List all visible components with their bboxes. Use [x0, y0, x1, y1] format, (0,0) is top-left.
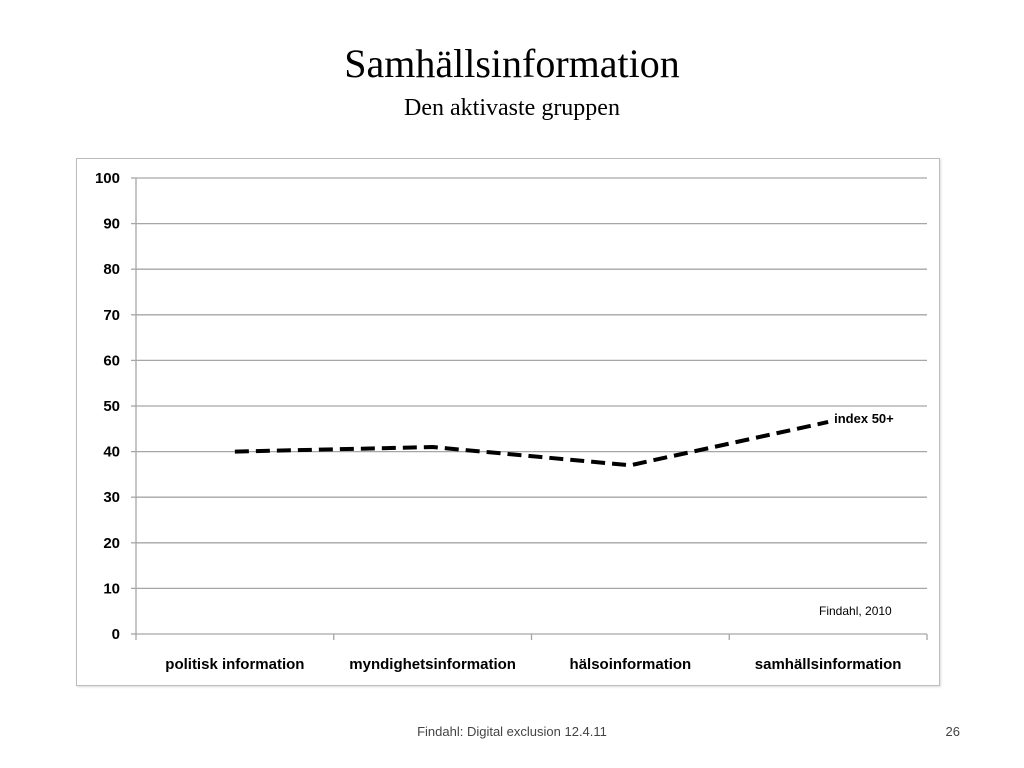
y-tick-label: 100 [95, 170, 120, 187]
series-label: index 50+ [834, 411, 894, 426]
x-category-label: myndighetsinformation [349, 656, 516, 673]
x-category-label: hälsoinformation [570, 656, 692, 673]
slide-title: Samhällsinformation [344, 41, 680, 86]
series-lines: index 50+ [234, 411, 894, 468]
y-tick-label: 60 [103, 352, 120, 369]
series-line [234, 420, 829, 468]
y-tick-label: 90 [103, 216, 120, 233]
x-category-label: politisk information [165, 656, 304, 673]
chart-container: 0 10 20 30 40 50 60 70 80 90 100 politisk informat… [76, 158, 940, 686]
y-tick-label: 40 [103, 444, 120, 461]
line-chart: 0 10 20 30 40 50 60 70 80 90 100 politisk informat… [95, 170, 928, 673]
footer-text: Findahl: Digital exclusion 12.4.11 [417, 724, 607, 739]
page-number: 26 [945, 724, 960, 739]
x-axis-categories: politisk information myndighetsinformatio… [135, 634, 928, 673]
y-tick-label: 80 [103, 261, 120, 278]
y-tick-label: 30 [103, 489, 120, 506]
y-tick-label: 20 [103, 535, 120, 552]
y-tick-label: 70 [103, 307, 120, 324]
y-axis-ticks: 0 10 20 30 40 50 60 70 80 90 100 [95, 170, 136, 643]
y-tick-label: 0 [112, 626, 120, 643]
source-annotation: Findahl, 2010 [819, 604, 892, 618]
gridlines [136, 177, 927, 590]
x-category-label: samhällsinformation [755, 656, 902, 673]
slide-subtitle: Den aktivaste gruppen [404, 95, 620, 121]
y-tick-label: 50 [103, 398, 120, 415]
y-tick-label: 10 [103, 580, 120, 597]
